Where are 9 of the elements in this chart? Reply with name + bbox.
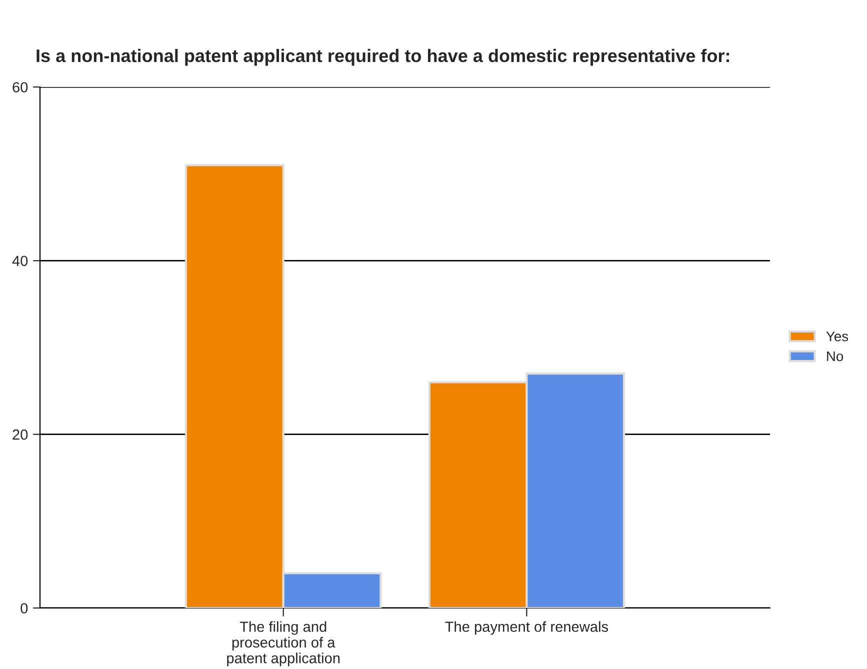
y-tick-label: 20 xyxy=(12,429,28,440)
x-tick-label: The filing and prosecution of a patent application xyxy=(227,621,340,666)
chart-title: Is a non-national patent applicant required to have a domestic representative for: xyxy=(36,48,730,66)
x-tick-label: The payment of renewals xyxy=(445,621,608,635)
y-tick-label: 40 xyxy=(12,256,28,266)
legend-label: No xyxy=(827,351,844,362)
y-tick-label: 60 xyxy=(12,82,28,92)
y-tick-label: 0 xyxy=(20,603,28,614)
legend-label: Yes xyxy=(826,332,848,342)
